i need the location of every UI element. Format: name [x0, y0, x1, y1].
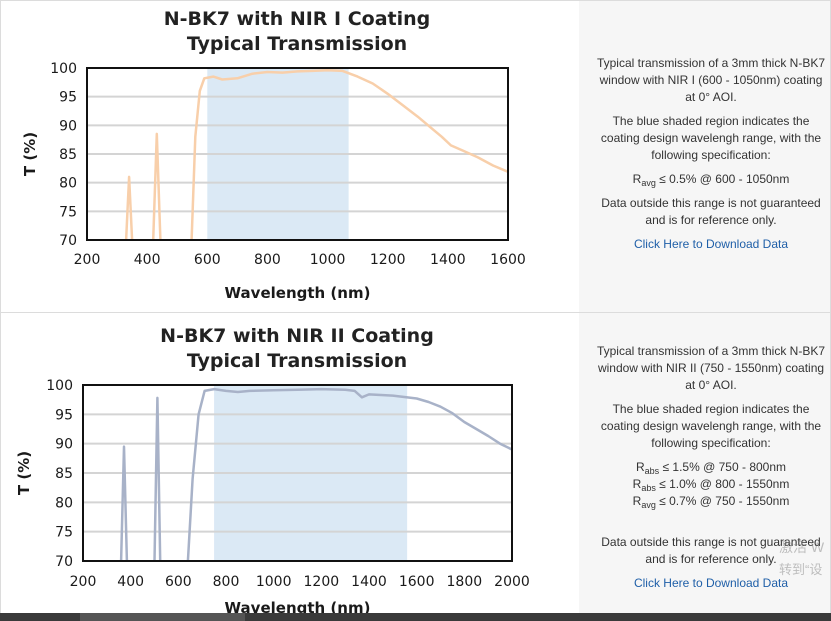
activation-watermark-line2: 转到“设: [779, 562, 823, 577]
x-tick-label: 1800: [447, 574, 483, 590]
x-tick-label: 400: [134, 252, 161, 268]
info-panel-nir2: Typical transmission of a 3mm thick N-BK…: [593, 343, 829, 599]
description-text: Typical transmission of a 3mm thick N-BK…: [596, 344, 826, 392]
plot-frame: [86, 67, 509, 241]
download-data-link[interactable]: Click Here to Download Data: [633, 576, 789, 590]
spec-subscript: avg: [641, 500, 656, 510]
chart-cell-nir1: N-BK7 with NIR I Coating Typical Transmis…: [1, 1, 580, 312]
x-tick-label: 1600: [399, 574, 435, 590]
y-tick-label: 85: [55, 466, 73, 482]
spec-value: ≤ 0.7% @ 750 - 1550nm: [655, 494, 790, 508]
y-tick-label: 75: [55, 525, 73, 541]
x-tick-label: 800: [213, 574, 240, 590]
info-cell-nir2: Typical transmission of a 3mm thick N-BK…: [579, 313, 830, 613]
spec-line: Rabs ≤ 1.0% @ 800 - 1550nm: [593, 476, 829, 493]
transmission-line-segment: [119, 445, 129, 562]
x-axis-label: Wavelength (nm): [225, 599, 371, 614]
plot-frame: [82, 384, 513, 562]
download-data-link[interactable]: Click Here to Download Data: [633, 237, 789, 251]
transmission-line-segment: [190, 69, 509, 241]
x-tick-label: 1000: [310, 252, 346, 268]
chart-title-line: Typical Transmission: [187, 33, 407, 55]
spec-line: Ravg ≤ 0.7% @ 750 - 1550nm: [593, 493, 829, 510]
spec-line: Ravg ≤ 0.5% @ 600 - 1050nm: [593, 171, 829, 188]
description-text: Typical transmission of a 3mm thick N-BK…: [596, 56, 826, 104]
spec-value: ≤ 1.5% @ 750 - 800nm: [659, 460, 787, 474]
y-tick-label: 90: [59, 118, 77, 134]
shaded-region-text: The blue shaded region indicates the coa…: [600, 402, 822, 450]
x-tick-label: 800: [254, 252, 281, 268]
transmission-line-segment: [151, 132, 162, 241]
transmission-line-segment: [186, 387, 513, 562]
shaded-region-text: The blue shaded region indicates the coa…: [600, 114, 822, 162]
spec-list: Ravg ≤ 0.5% @ 600 - 1050nm: [593, 171, 829, 188]
y-tick-label: 80: [59, 176, 77, 192]
x-tick-label: 400: [117, 574, 144, 590]
info-panel-nir1: Typical transmission of a 3mm thick N-BK…: [593, 55, 829, 260]
x-tick-label: 1200: [304, 574, 340, 590]
transmission-line-segment: [153, 396, 162, 562]
product-row-nir1: N-BK7 with NIR I Coating Typical Transmis…: [0, 0, 831, 313]
disclaimer-text: Data outside this range is not guarantee…: [601, 535, 821, 566]
x-axis-label: Wavelength (nm): [225, 284, 371, 302]
spec-subscript: abs: [644, 466, 660, 476]
chart-title-line: Typical Transmission: [187, 350, 407, 372]
y-tick-label: 75: [59, 204, 77, 220]
y-tick-label: 90: [55, 437, 73, 453]
y-axis-label: T (%): [15, 451, 33, 495]
x-tick-label: 1200: [370, 252, 406, 268]
spec-list: Rabs ≤ 1.5% @ 750 - 800nm Rabs ≤ 1.0% @ 8…: [593, 459, 829, 510]
y-tick-label: 95: [55, 407, 73, 423]
spec-line: Rabs ≤ 1.5% @ 750 - 800nm: [593, 459, 829, 476]
y-tick-label: 100: [50, 61, 77, 77]
spec-symbol: R: [632, 477, 642, 491]
y-tick-label: 85: [59, 147, 77, 163]
spec-value: ≤ 0.5% @ 600 - 1050nm: [655, 172, 790, 186]
transmission-chart-nir2: N-BK7 with NIR II Coating Typical Transmi…: [15, 325, 530, 614]
product-row-nir2: N-BK7 with NIR II Coating Typical Transmi…: [0, 312, 831, 614]
y-tick-label: 70: [55, 554, 73, 570]
transmission-line-segment: [124, 175, 134, 241]
spec-symbol: R: [635, 460, 645, 474]
spec-subscript: avg: [641, 178, 656, 188]
chart-title-line: N-BK7 with NIR I Coating: [164, 8, 431, 30]
y-axis-label: T (%): [21, 132, 39, 176]
x-tick-label: 200: [70, 574, 97, 590]
x-tick-label: 200: [74, 252, 101, 268]
x-tick-label: 1600: [490, 252, 526, 268]
spec-value: ≤ 1.0% @ 800 - 1550nm: [655, 477, 790, 491]
spec-subscript: abs: [641, 483, 656, 493]
x-tick-label: 600: [165, 574, 192, 590]
x-tick-label: 600: [194, 252, 221, 268]
chart-title-line: N-BK7 with NIR II Coating: [160, 325, 434, 347]
activation-watermark-line1: 激活 W: [779, 539, 825, 555]
disclaimer-text: Data outside this range is not guarantee…: [601, 196, 821, 227]
y-tick-label: 70: [59, 233, 77, 249]
y-tick-label: 80: [55, 495, 73, 511]
taskbar-segment: [80, 613, 245, 621]
x-tick-label: 1400: [430, 252, 466, 268]
y-tick-label: 100: [46, 378, 73, 394]
spec-symbol: R: [632, 494, 642, 508]
x-tick-label: 1400: [351, 574, 387, 590]
taskbar-strip: [0, 613, 831, 621]
chart-cell-nir2: N-BK7 with NIR II Coating Typical Transmi…: [1, 313, 580, 614]
x-tick-label: 2000: [494, 574, 530, 590]
info-cell-nir1: Typical transmission of a 3mm thick N-BK…: [579, 1, 830, 312]
y-tick-label: 95: [59, 90, 77, 106]
transmission-chart-nir1: N-BK7 with NIR I Coating Typical Transmis…: [21, 8, 526, 302]
x-tick-label: 1000: [256, 574, 292, 590]
spec-symbol: R: [632, 172, 642, 186]
